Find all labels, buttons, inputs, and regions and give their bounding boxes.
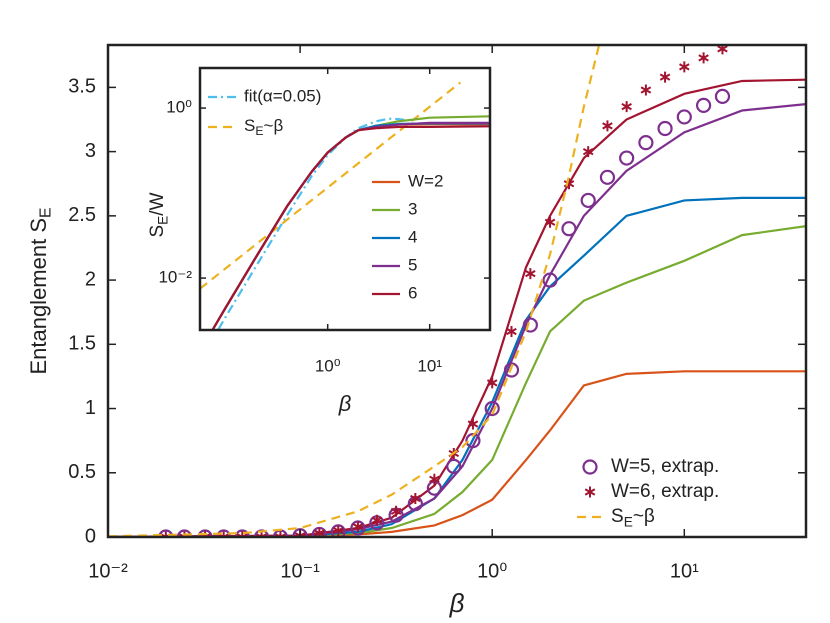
marker [236, 531, 248, 537]
series-line [108, 370, 806, 537]
legend-label: W=5, extrap. [611, 456, 719, 477]
x-axis-title: β [449, 588, 465, 618]
axes-frame [106, 43, 808, 539]
marker [580, 192, 596, 209]
data-area [108, 45, 806, 537]
series-line [211, 125, 490, 330]
marker [657, 120, 673, 137]
marker [446, 458, 462, 474]
legend-label: W=2 [408, 171, 443, 190]
text-part: E [255, 124, 263, 138]
marker [584, 486, 596, 498]
y-tick-label: 10⁻² [158, 268, 192, 287]
x-tick-label: 10⁰ [477, 560, 507, 582]
marker [216, 529, 232, 537]
x-tick-label: 10⁰ [315, 356, 341, 375]
marker [410, 492, 421, 504]
series-line [108, 45, 601, 537]
text-part: S [147, 225, 168, 238]
legend: W=5, extrap. W=6, extrap. SE~β [577, 456, 719, 529]
y-tick-label: 1.5 [68, 333, 96, 355]
legend-label: 5 [408, 255, 417, 274]
legend-label: SE~β [611, 506, 655, 529]
marker [176, 529, 193, 537]
marker [695, 97, 712, 113]
x-axis-title: β [338, 391, 352, 416]
marker [218, 531, 229, 537]
marker [332, 525, 344, 537]
marker [582, 459, 598, 475]
x-tick-label: 10¹ [417, 356, 442, 375]
marker [679, 61, 690, 73]
marker [659, 71, 671, 83]
y-tick-label: 3.5 [68, 76, 96, 98]
marker [599, 169, 616, 185]
legend-label: 4 [408, 227, 417, 246]
x-tick-label: 10⁻² [88, 560, 128, 582]
text-part: E [155, 216, 170, 225]
marker [371, 514, 383, 526]
text-part: Entanglement S [26, 218, 51, 375]
marker [234, 529, 250, 537]
legend-label: W=6, extrap. [611, 481, 719, 502]
text-part: E [624, 514, 633, 529]
y-axis-title: Entanglement SE [26, 207, 55, 374]
marker [506, 325, 517, 337]
marker [352, 521, 364, 533]
series-line [217, 117, 408, 330]
legend: fit(α=0.05) SE~β W=2 3 4 5 6 [208, 86, 443, 302]
marker [467, 418, 479, 430]
text-part: S [611, 506, 624, 527]
marker [256, 531, 267, 537]
marker [676, 109, 692, 125]
marker [486, 377, 498, 389]
marker [390, 505, 402, 517]
y-tick-label: 0 [85, 525, 96, 547]
x-tick-label: 10¹ [670, 560, 699, 582]
marker [621, 101, 632, 113]
marker [158, 529, 174, 537]
legend-label: 6 [408, 283, 417, 302]
axes-frame [198, 66, 492, 332]
marker [582, 146, 594, 158]
marker [640, 84, 652, 96]
marker [525, 268, 536, 280]
marker [503, 362, 520, 378]
marker [484, 400, 500, 417]
y-tick-label: 2 [85, 268, 96, 290]
marker [522, 317, 538, 333]
legend-label: 3 [408, 199, 417, 218]
text-part: S [244, 116, 255, 135]
text-part: ~β [633, 506, 655, 527]
text-part: E [38, 207, 55, 218]
marker [429, 473, 440, 485]
marker [544, 216, 556, 228]
marker [638, 135, 654, 151]
y-axis-title: SE/W [147, 192, 170, 237]
marker [698, 52, 709, 64]
marker [561, 221, 577, 237]
legend-label: fit(α=0.05) [244, 86, 321, 105]
text-part: /W [147, 192, 168, 215]
text-part: ~β [264, 116, 284, 135]
marker [197, 529, 213, 537]
y-tick-label: 2.5 [68, 204, 96, 226]
y-tick-label: 10⁰ [166, 98, 192, 117]
marker [275, 531, 286, 537]
marker [619, 150, 635, 166]
data-area [200, 81, 490, 330]
x-tick-label: 10⁻¹ [280, 560, 320, 582]
legend-label: SE~β [244, 116, 283, 138]
y-tick-label: 3 [85, 140, 96, 162]
series-line [200, 81, 462, 290]
marker [542, 272, 558, 288]
marker [714, 88, 731, 104]
y-tick-label: 0.5 [68, 461, 96, 483]
marker [602, 120, 613, 132]
y-tick-label: 1 [85, 397, 96, 419]
plot-area [200, 68, 490, 330]
